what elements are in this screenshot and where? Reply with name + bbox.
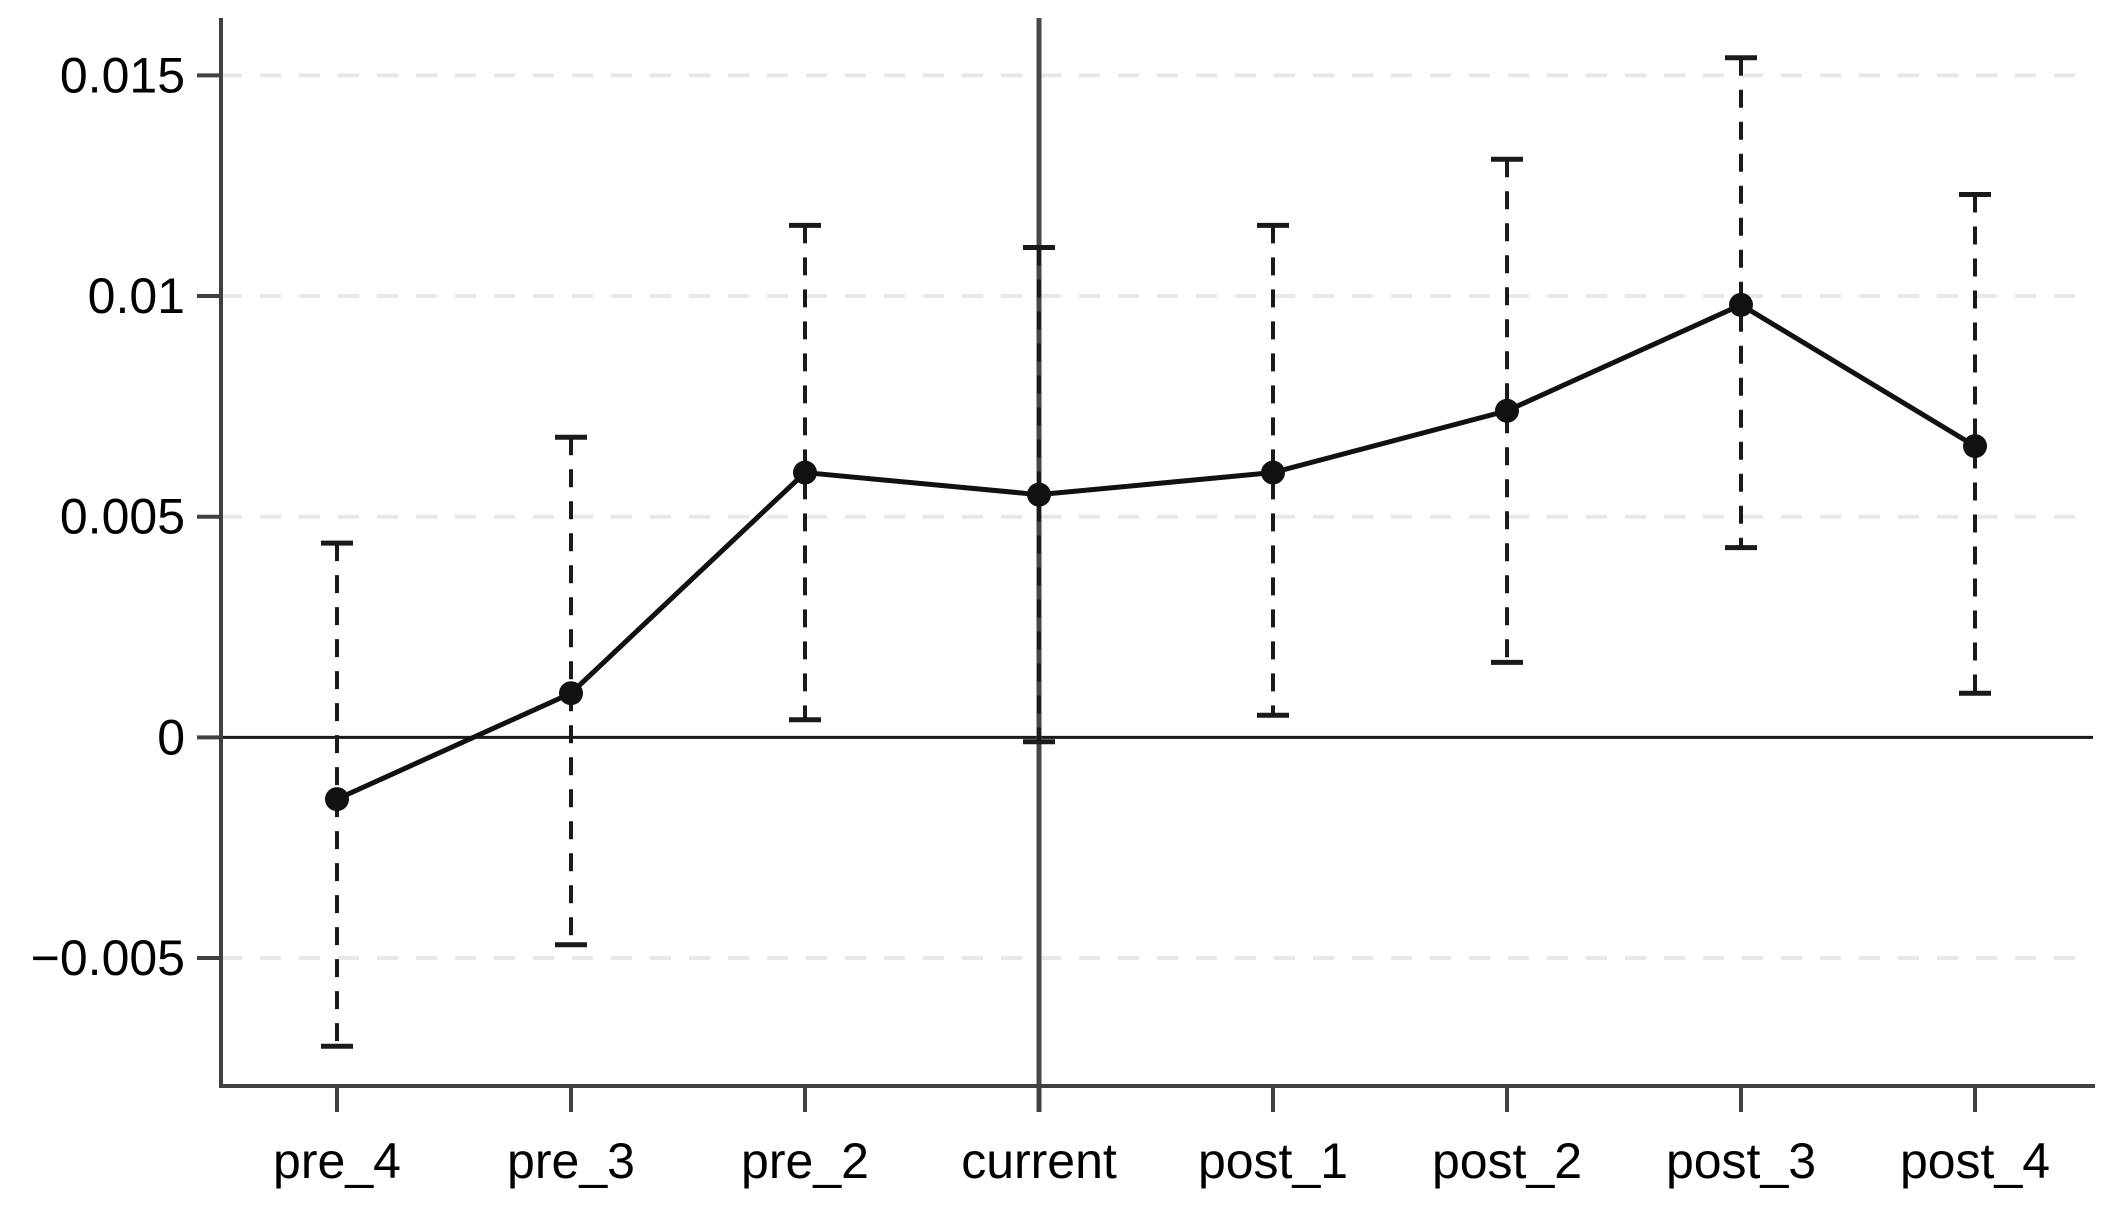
x-tick-label: post_4 (1900, 1133, 2050, 1189)
x-tick-label: post_2 (1432, 1133, 1582, 1189)
x-tick-label: pre_2 (741, 1133, 869, 1189)
data-point (325, 787, 349, 812)
y-tick-label: 0.015 (60, 47, 185, 103)
estimate-line (335, 302, 1977, 802)
data-point (1963, 434, 1987, 459)
data-point (1495, 398, 1519, 423)
x-tick-label: post_1 (1198, 1133, 1348, 1189)
data-point (1261, 460, 1285, 485)
y-tick-label: 0 (157, 709, 185, 765)
x-tick-label: pre_4 (273, 1133, 401, 1189)
y-tick-label: −0.005 (31, 930, 185, 986)
data-point (1729, 292, 1753, 317)
data-point (1027, 482, 1051, 507)
x-tick-label: post_3 (1666, 1133, 1816, 1189)
y-tick-label: 0.005 (60, 489, 185, 545)
y-tick-label: 0.01 (88, 268, 185, 324)
x-tick-label: pre_3 (507, 1133, 635, 1189)
x-tick-label: current (961, 1133, 1117, 1189)
data-point (793, 460, 817, 485)
data-point (559, 681, 583, 706)
